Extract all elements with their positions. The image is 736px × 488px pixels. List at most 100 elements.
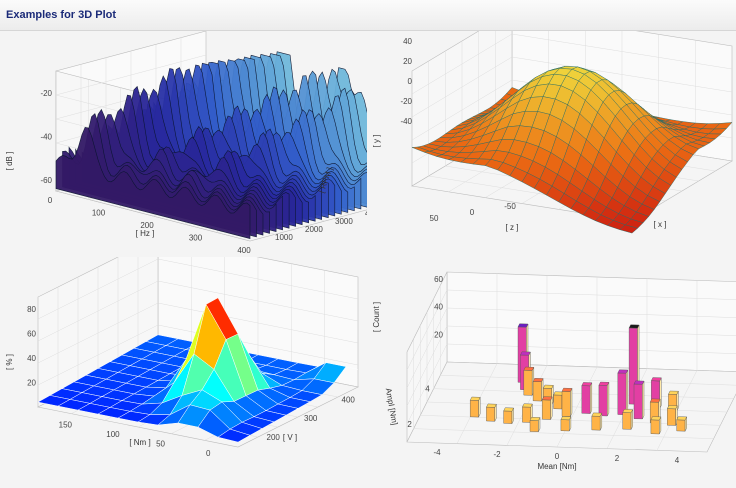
z-tick-label: 80 [27, 305, 36, 314]
x-tick-label: 2 [615, 454, 620, 463]
z-tick-label: -60 [40, 176, 52, 185]
y-tick-label: 4 [425, 385, 430, 394]
chart-histogram[interactable]: 60 40 20 -4 -2 0 2 4 2 4 Mean [Nm] Ampl [Nm] [ Count… [367, 257, 736, 483]
bar-top-face [633, 380, 645, 385]
bar-top-face [650, 377, 662, 382]
bar-front-face [667, 408, 676, 426]
bar-top-face [486, 403, 497, 408]
x-tick-label: 50 [430, 214, 439, 223]
histogram-bar [633, 380, 645, 420]
x-tick-label: 200 [140, 221, 154, 230]
x-axis-label: [ Nm ] [129, 438, 150, 447]
chart-panel-histogram[interactable]: 60 40 20 -4 -2 0 2 4 2 4 Mean [Nm] Ampl [Nm] [ Count… [367, 257, 736, 483]
mesh-cell [619, 224, 639, 234]
z-tick-label: 20 [403, 57, 412, 66]
histogram-bar [523, 366, 535, 396]
bar-top-face [650, 416, 662, 421]
app-header: Examples for 3D Plot [0, 0, 736, 31]
bar-top-face [529, 416, 541, 421]
histogram-bar [622, 409, 634, 430]
bar-front-face [676, 419, 686, 432]
bar-front-face [560, 419, 570, 432]
bar-side-face [541, 378, 544, 402]
chart-waterfall[interactable]: 010020030040010002000300040005000-20-40-… [0, 30, 413, 257]
bar-front-face [650, 419, 660, 435]
histogram-bar [650, 416, 662, 435]
x-tick-label: 0 [470, 208, 475, 217]
bar-front-face [561, 391, 571, 417]
x-tick-label: 400 [237, 246, 251, 255]
y-tick-label: 1000 [275, 233, 293, 242]
x-axis-label: [ x ] [654, 220, 667, 229]
bar-top-face [541, 396, 553, 401]
y-tick-label: 3000 [335, 217, 353, 226]
bar-front-face [633, 383, 643, 420]
x-tick-label: 0 [555, 452, 560, 461]
x-tick-label: 4 [675, 456, 680, 465]
grid-line [55, 54, 207, 96]
bar-side-face [626, 369, 628, 415]
grid-line [446, 289, 736, 300]
bar-top-face [469, 396, 481, 401]
bar-front-face [617, 372, 627, 416]
chart-panel-waterfall[interactable]: 010020030040010002000300040005000-20-40-… [0, 30, 413, 257]
bar-front-face [553, 394, 563, 410]
grid-line [446, 343, 736, 354]
x-tick-label: 50 [156, 440, 165, 449]
bar-side-face [550, 396, 553, 420]
bar-side-face [570, 388, 573, 417]
histogram-bar [541, 396, 553, 420]
z-tick-label: -20 [400, 97, 412, 106]
z-tick-label: 60 [27, 330, 36, 339]
bar-top-face [622, 409, 634, 414]
bar-front-face [541, 399, 551, 420]
grid-line [406, 325, 448, 407]
grid-line [157, 258, 359, 300]
chart-map[interactable]: 80 60 40 20 150 100 50 0 200 300 400 [ Nm ] [ V ] [ %… [0, 236, 367, 483]
x-tick-label: 300 [189, 234, 203, 243]
grid-line [37, 280, 159, 342]
grid-line [446, 325, 736, 336]
z-tick-label: 60 [434, 275, 443, 284]
z-tick-label: -20 [40, 89, 52, 98]
x-tick-label: 0 [48, 196, 53, 205]
z-tick-label: 20 [27, 379, 36, 388]
z-tick-label: 40 [27, 354, 36, 363]
histogram-bar [561, 387, 573, 417]
surface-cell [217, 428, 251, 443]
histogram-bar [598, 381, 610, 417]
bar-top-face [649, 398, 661, 403]
grid-line [411, 79, 513, 141]
bar-front-face [581, 385, 591, 414]
grid-line [511, 56, 733, 93]
z-tick-label: 40 [434, 303, 443, 312]
bar-top-face [522, 403, 533, 408]
bar-top-face [666, 405, 678, 410]
z-axis-label: [ Count ] [372, 302, 381, 332]
bar-front-face [522, 406, 532, 423]
y-tick-label: 400 [342, 395, 356, 404]
bar-front-face [591, 415, 601, 431]
bar-top-face [628, 324, 640, 329]
bar-top-face [598, 381, 610, 386]
bar-side-face [589, 382, 593, 414]
histogram-bar [676, 416, 688, 432]
chart-panel-map[interactable]: 80 60 40 20 150 100 50 0 200 300 400 [ Nm ] [ V ] [ %… [0, 236, 367, 483]
histogram-bar [486, 403, 497, 422]
y-tick-label: 200 [267, 433, 281, 442]
bar-side-face [607, 382, 610, 417]
grid-line [446, 307, 736, 318]
page-title: Examples for 3D Plot [6, 9, 117, 21]
bar-top-face [581, 382, 593, 387]
grid-line [511, 33, 733, 70]
bar-front-face [469, 399, 479, 418]
bar-front-face [622, 412, 632, 430]
x-tick-label: 100 [106, 430, 120, 439]
x-tick-label: -2 [493, 450, 501, 459]
bar-top-face [560, 416, 572, 421]
bar-top-face [561, 387, 573, 392]
x-axis-label: [ Hz ] [136, 229, 155, 238]
histogram-bar [560, 416, 572, 432]
